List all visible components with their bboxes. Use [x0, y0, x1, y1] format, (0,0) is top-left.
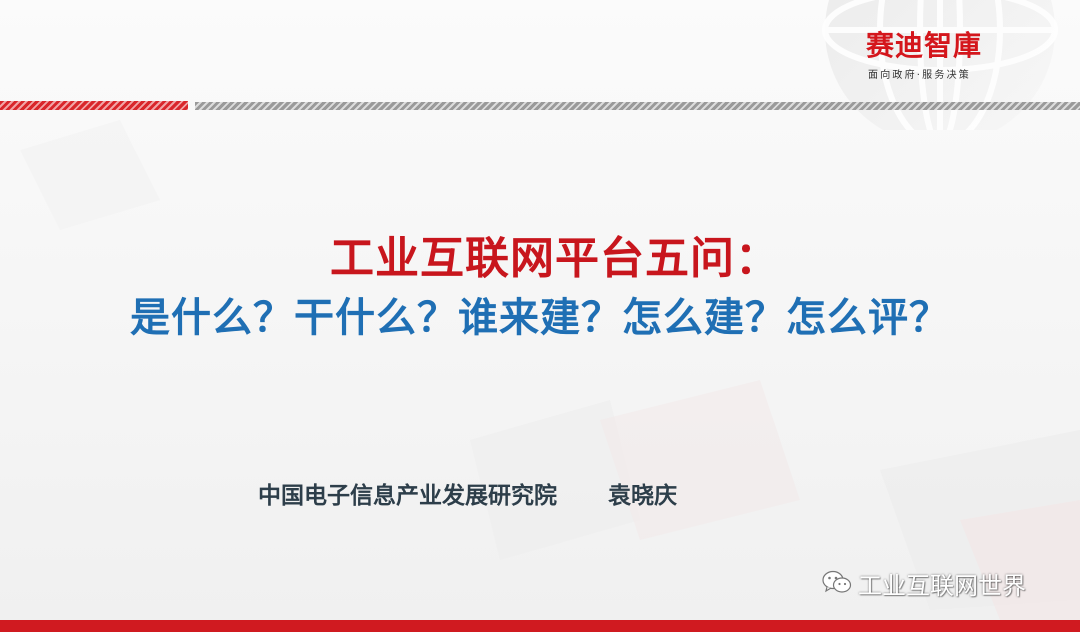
- slide-subtitle: 是什么？干什么？谁来建？怎么建？怎么评？: [130, 294, 950, 341]
- byline: 中国电子信息产业发展研究院 袁晓庆: [258, 476, 677, 510]
- slide-title: 工业互联网平台五问：: [330, 233, 780, 284]
- brand-logo: 赛迪智庫 面向政府·服务决策: [866, 30, 1046, 82]
- logo-tagline: 面向政府·服务决策: [868, 70, 971, 81]
- divider-gray: [195, 102, 1080, 110]
- footer-bar: [0, 620, 1080, 632]
- organization-name: 中国电子信息产业发展研究院: [258, 483, 557, 509]
- wechat-icon: [822, 570, 852, 593]
- author-name: 袁晓庆: [608, 483, 678, 509]
- divider-red: [0, 101, 188, 110]
- watermark: 工业互联网世界: [822, 568, 1026, 600]
- logo-wordmark: 赛迪智庫: [866, 29, 983, 62]
- watermark-text: 工业互联网世界: [858, 571, 1026, 600]
